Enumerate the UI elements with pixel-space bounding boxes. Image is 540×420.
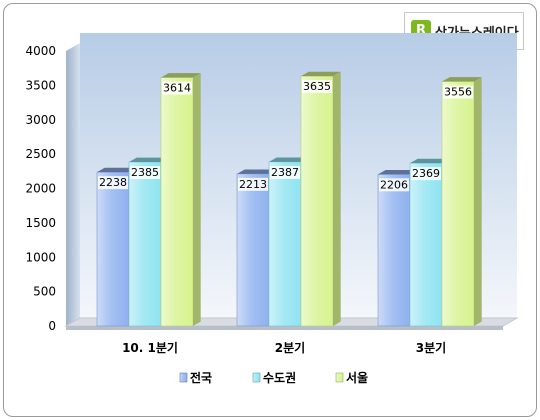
- bar-top: [442, 77, 482, 82]
- bar-front: [409, 162, 443, 327]
- data-label: 3556: [444, 86, 472, 99]
- data-label-bg: [238, 177, 268, 191]
- bar-front: [268, 161, 302, 327]
- bar-side: [474, 77, 482, 326]
- bar-0-2: [160, 73, 201, 327]
- bar-front: [160, 77, 194, 327]
- y-tick-label: 3500: [25, 78, 56, 92]
- bar-front: [441, 81, 475, 327]
- y-tick-label: 4000: [25, 44, 56, 58]
- data-label-bg: [98, 176, 128, 190]
- data-label: 3635: [303, 80, 331, 93]
- legend-item: 전국: [179, 370, 212, 385]
- legend: 전국 수도권 서울: [179, 370, 368, 385]
- data-label-bg: [302, 80, 332, 94]
- data-label: 3614: [163, 82, 191, 95]
- x-tick-label: 10. 1분기: [122, 340, 178, 355]
- bar-front: [377, 174, 411, 327]
- y-tick-label: 2000: [25, 182, 56, 196]
- data-labels: 2238 2385 3614 2213 2387 3635 2206 2369 3556: [98, 80, 473, 192]
- bar-top: [378, 169, 418, 175]
- data-label-bg: [411, 167, 441, 181]
- data-label: 2213: [239, 178, 267, 191]
- y-tick-label: 0: [48, 319, 56, 333]
- data-label-bg: [130, 166, 160, 180]
- plot-floor-edge: [66, 326, 503, 330]
- y-axis: 0 500 1000 1500 2000 2500 3000 3500 4000: [25, 44, 56, 333]
- legend-swatch: [252, 372, 261, 383]
- plot-side-wall: [66, 43, 80, 326]
- legend-swatch: [335, 372, 344, 383]
- legend-swatch: [179, 372, 188, 383]
- bar-1-2: [300, 71, 341, 327]
- data-label: 2206: [380, 178, 408, 191]
- bar-2-2: [441, 77, 482, 327]
- data-label-bg: [443, 85, 473, 99]
- y-tick-label: 1500: [25, 216, 56, 230]
- legend-item: 서울: [335, 370, 368, 385]
- bar-top: [97, 167, 137, 173]
- bars: [96, 71, 482, 327]
- bar-top: [237, 169, 277, 174]
- data-label: 2238: [99, 176, 127, 189]
- y-tick-label: 3000: [25, 113, 56, 127]
- data-label-bg: [162, 81, 192, 95]
- data-label-bg: [379, 178, 409, 192]
- bar-top: [269, 157, 309, 162]
- x-axis-labels: 10. 1분기 2분기 3분기: [122, 340, 446, 355]
- legend-label: 서울: [346, 370, 368, 385]
- x-tick-label: 3분기: [416, 340, 446, 355]
- data-label: 2387: [271, 166, 299, 179]
- bar-top: [301, 71, 341, 77]
- bar-top: [410, 158, 450, 164]
- x-tick-label: 2분기: [275, 340, 305, 355]
- legend-label: 수도권: [263, 371, 296, 385]
- data-label-bg: [270, 165, 300, 179]
- y-tick-label: 500: [33, 285, 56, 299]
- bar-side: [193, 73, 201, 326]
- bar-front: [128, 161, 162, 327]
- bar-front: [236, 173, 270, 327]
- data-label: 2385: [131, 166, 159, 179]
- bar-top: [161, 73, 201, 78]
- y-tick-label: 2500: [25, 147, 56, 161]
- legend-item: 수도권: [252, 371, 296, 385]
- legend-label: 전국: [190, 370, 212, 385]
- bar-front: [300, 75, 334, 327]
- data-label: 2369: [412, 167, 440, 180]
- bar-side: [333, 71, 341, 326]
- bar-front: [96, 171, 130, 327]
- y-tick-label: 1000: [25, 250, 56, 264]
- bar-top: [129, 157, 169, 163]
